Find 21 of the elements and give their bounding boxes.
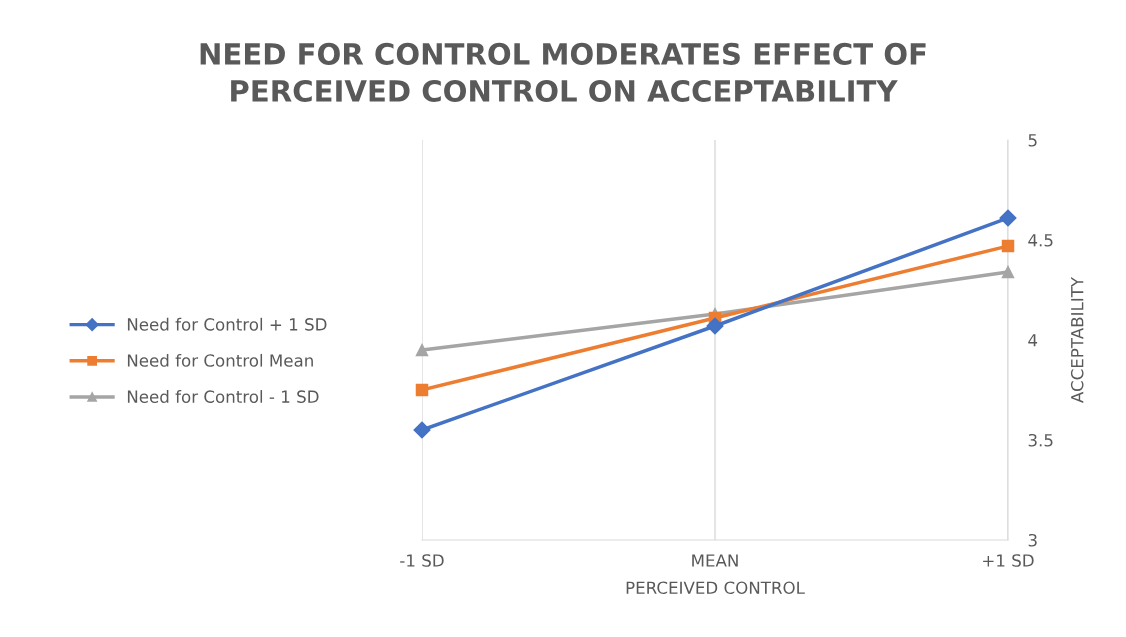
- point: [706, 317, 724, 335]
- y-tick-label: 4.5: [1028, 234, 1053, 247]
- point: [1001, 265, 1015, 279]
- legend-label: Need for Control - 1 SD: [127, 390, 319, 403]
- legend-label: Need for Control + 1 SD: [127, 317, 327, 331]
- point: [999, 209, 1017, 227]
- chart-title: NEED FOR CONTROL MODERATES EFFECT OF PERCEIVED CONTROL ON ACCEPTABILITY: [200, 42, 926, 103]
- y-tick-label: 4: [1028, 334, 1038, 347]
- y-axis-title: ACCEPTABILITY: [1070, 276, 1084, 403]
- point: [415, 343, 429, 357]
- y-tick-label: 3: [1028, 533, 1037, 547]
- point: [1001, 239, 1015, 253]
- y-tick-label: 3.5: [1028, 433, 1053, 447]
- point: [413, 421, 431, 439]
- x-tick-label: MEAN: [692, 554, 738, 567]
- point: [415, 383, 429, 397]
- x-axis-title: PERCEIVED CONTROL: [626, 581, 805, 595]
- y-tick-label: 5: [1028, 134, 1037, 147]
- legend-label: Need for Control Mean: [127, 353, 313, 367]
- x-tick-label: -1 SD: [400, 554, 444, 567]
- x-tick-label: +1 SD: [983, 554, 1034, 567]
